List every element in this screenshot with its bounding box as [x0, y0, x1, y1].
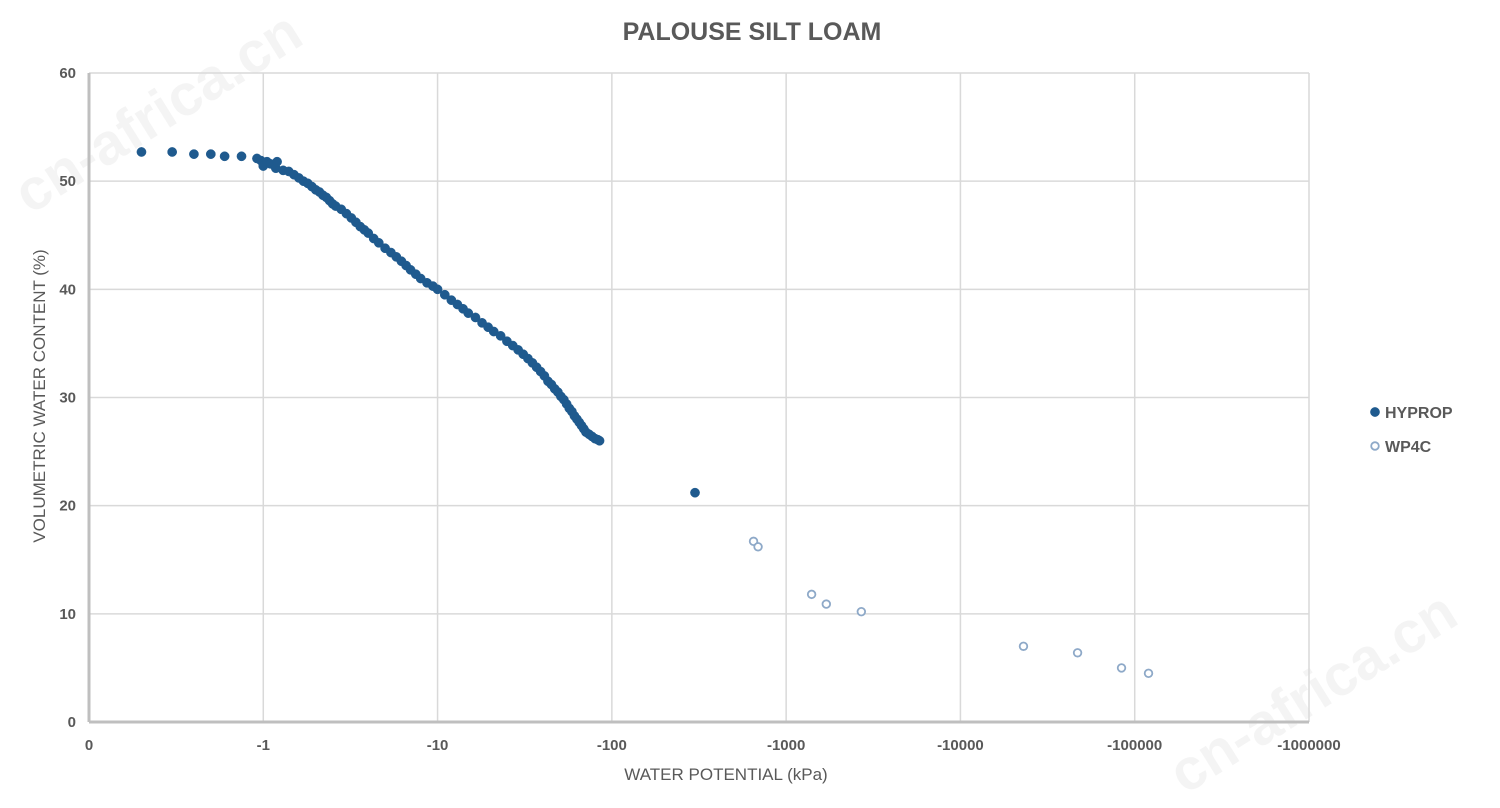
legend-marker-hyprop	[1370, 407, 1380, 417]
x-tick-label-0: 0	[85, 737, 93, 754]
point-wp4c-3	[821, 599, 832, 609]
legend: HYPROP WP4C	[1370, 405, 1453, 456]
x-tick-label-7: -1000000	[1277, 737, 1340, 754]
point-hyprop-52	[470, 312, 481, 323]
x-tick-label-4: -1000	[767, 737, 805, 754]
y-axis-label: VOLUMETRIC WATER CONTENT (%)	[30, 249, 49, 542]
point-hyprop-2	[189, 149, 199, 159]
point-wp4c-8	[1143, 668, 1154, 679]
series-wp4c	[748, 536, 1154, 679]
x-tick-label-5: -10000	[937, 737, 984, 754]
legend-label-wp4c: WP4C	[1385, 439, 1432, 456]
y-tick-labels: 0 10 20 30 40 50 60	[59, 65, 76, 731]
point-hyprop-86	[690, 487, 700, 498]
x-tick-label-6: -100000	[1107, 737, 1162, 754]
y-tick-label-2: 20	[59, 498, 76, 515]
point-hyprop-0	[136, 147, 147, 157]
point-hyprop-46	[432, 284, 443, 295]
point-wp4c-1	[753, 542, 763, 552]
point-wp4c-7	[1116, 663, 1127, 673]
x-tick-label-2: -10	[427, 737, 449, 754]
y-tick-label-3: 30	[59, 390, 76, 407]
x-axis-label: WATER POTENTIAL (kPa)	[624, 765, 827, 784]
gridlines	[89, 72, 1310, 722]
x-tick-labels: 0 -1 -10 -100 -1000 -10000 -100000 -1000000	[85, 737, 1341, 754]
y-tick-label-6: 60	[59, 65, 76, 82]
y-tick-label-4: 40	[59, 281, 76, 298]
legend-marker-wp4c	[1370, 441, 1380, 451]
point-hyprop-56	[495, 330, 506, 341]
point-hyprop-51	[463, 308, 474, 318]
point-hyprop-5	[236, 151, 247, 162]
point-hyprop-55	[488, 326, 499, 337]
point-hyprop-3	[205, 149, 216, 159]
chart-title: PALOUSE SILT LOAM	[623, 18, 882, 46]
point-hyprop-12	[272, 156, 282, 167]
point-wp4c-4	[856, 606, 867, 617]
point-hyprop-47	[439, 289, 450, 300]
point-wp4c-6	[1072, 648, 1083, 658]
y-tick-label-5: 50	[59, 173, 76, 190]
axes	[87, 73, 1309, 724]
x-tick-label-3: -100	[597, 737, 627, 754]
y-tick-label-1: 10	[59, 606, 76, 623]
watermark-layer: cn-africa.cn cn-africa.cn	[2, 0, 1468, 806]
x-tick-label-1: -1	[257, 737, 270, 754]
legend-label-hyprop: HYPROP	[1385, 405, 1453, 422]
point-hyprop-4	[219, 151, 230, 162]
point-hyprop-1	[167, 147, 178, 157]
data-points	[136, 147, 1154, 679]
point-hyprop-35	[373, 237, 384, 248]
watermark-top-left: cn-africa.cn	[2, 0, 313, 226]
watermark-bottom-right: cn-africa.cn	[1157, 578, 1468, 806]
point-hyprop-85	[594, 435, 605, 446]
point-wp4c-5	[1018, 641, 1029, 651]
series-hyprop	[136, 147, 700, 498]
y-tick-label-0: 0	[68, 714, 76, 731]
point-wp4c-2	[806, 589, 817, 600]
